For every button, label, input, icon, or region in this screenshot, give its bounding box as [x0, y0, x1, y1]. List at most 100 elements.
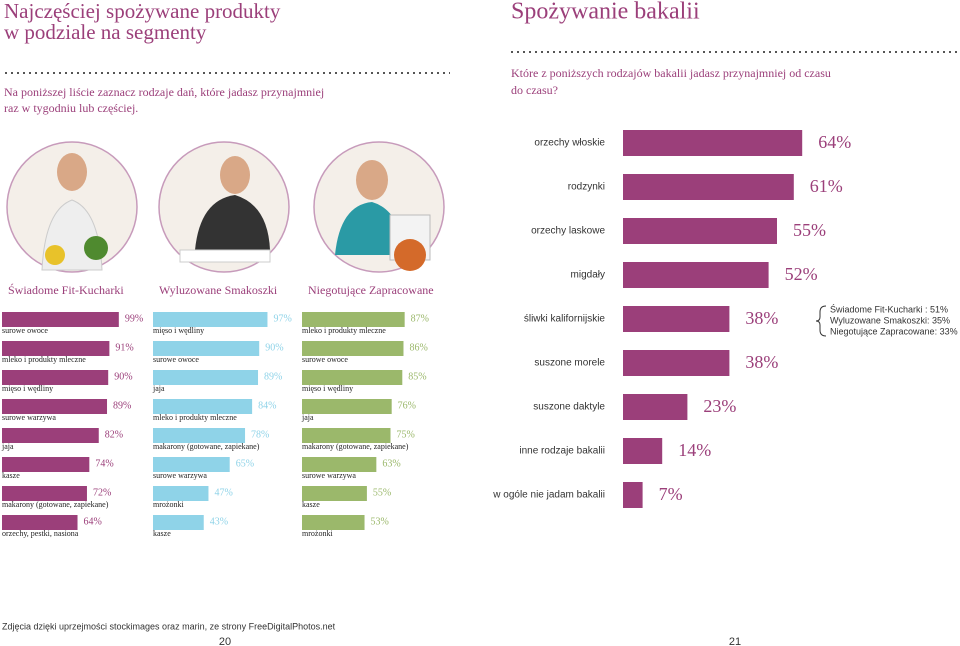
value-label: 47% — [214, 487, 232, 498]
value-label: 90% — [265, 342, 283, 353]
page-subtitle: raz w tygodniu lub częściej. — [4, 101, 138, 115]
page-title: Najczęściej spożywane produkty — [4, 0, 281, 23]
value-label: 89% — [113, 400, 131, 411]
annotation-brace — [815, 305, 827, 337]
value-label: 75% — [397, 429, 415, 440]
bar — [153, 486, 209, 501]
bar — [302, 370, 403, 385]
annotation: Wyluzowane Smakoszki: 35% — [830, 315, 950, 325]
bar — [623, 394, 688, 420]
value-label: 76% — [398, 400, 416, 411]
bar — [302, 399, 392, 414]
category-label: w ogóle nie jadam bakalii — [492, 490, 605, 501]
photo-table — [179, 249, 271, 263]
value-label: 74% — [95, 458, 113, 469]
value-label: 53% — [371, 516, 389, 527]
category-label: orzechy laskowe — [531, 226, 605, 237]
page-subtitle: do czasu? — [511, 83, 558, 97]
category-label: mleko i produkty mleczne — [302, 326, 386, 335]
value-label: 87% — [411, 313, 429, 324]
category-label: mrożonki — [153, 500, 184, 509]
value-label: 86% — [409, 342, 427, 353]
photo-face — [356, 160, 388, 200]
bar — [623, 130, 803, 156]
category-label: kasze — [302, 500, 320, 509]
bar — [153, 428, 246, 443]
value-label: 89% — [264, 371, 282, 382]
bar — [2, 457, 90, 472]
bar — [302, 312, 405, 327]
value-label: 91% — [115, 342, 133, 353]
bar — [302, 428, 391, 443]
photo-body — [335, 202, 405, 255]
value-label: 14% — [678, 440, 711, 460]
bar — [2, 486, 87, 501]
page-title: Spożywanie bakalii — [511, 0, 700, 25]
photo-veg — [45, 245, 65, 265]
bar — [153, 312, 268, 327]
bar — [2, 341, 110, 356]
bar — [623, 350, 730, 376]
category-label: jaja — [1, 442, 14, 451]
value-label: 63% — [382, 458, 400, 469]
bar — [623, 306, 730, 332]
category-label: mleko i produkty mleczne — [153, 413, 237, 422]
value-label: 65% — [236, 458, 254, 469]
value-label: 61% — [810, 176, 843, 196]
footer-credit: Zdjęcia dzięki uprzejmości stockimages o… — [2, 621, 336, 631]
category-label: mrożonki — [302, 529, 333, 538]
bar — [623, 218, 777, 244]
bar — [153, 515, 204, 530]
bar — [2, 312, 119, 327]
value-label: 90% — [114, 371, 132, 382]
category-label: surowe warzywa — [302, 471, 356, 480]
category-label: mięso i wędliny — [153, 326, 204, 335]
photo-veg — [84, 236, 108, 260]
category-label: surowe owoce — [153, 355, 199, 364]
category-label: surowe owoce — [302, 355, 348, 364]
category-label: surowe owoce — [2, 326, 48, 335]
category-label: rodzynki — [568, 182, 605, 193]
photos — [6, 141, 445, 273]
bar — [153, 370, 259, 385]
category-label: migdały — [571, 270, 605, 281]
photo-body — [195, 195, 270, 250]
category-label: suszone daktyle — [533, 402, 605, 413]
category-label: orzechy, pestki, nasiona — [2, 529, 79, 538]
bar — [302, 486, 367, 501]
category-label: kasze — [153, 529, 171, 538]
bar — [302, 457, 377, 472]
category-label: kasze — [2, 471, 20, 480]
value-label: 97% — [273, 313, 291, 324]
annotation: Świadome Fit-Kucharki : 51% — [830, 303, 948, 314]
category-label: surowe warzywa — [153, 471, 207, 480]
value-label: 84% — [258, 400, 276, 411]
bar — [2, 370, 109, 385]
photo-face — [57, 153, 87, 191]
value-label: 64% — [84, 516, 102, 527]
annotation: Niegotujące Zapracowane: 33% — [830, 326, 958, 336]
segment-title: Niegotujące Zapracowane — [308, 283, 434, 297]
bar — [623, 174, 794, 200]
category-label: makarony (gotowane, zapiekane) — [153, 442, 260, 451]
value-label: 23% — [703, 396, 736, 416]
segment-title: Wyluzowane Smakoszki — [159, 283, 278, 297]
value-label: 64% — [818, 132, 851, 152]
value-label: 38% — [745, 308, 778, 328]
bar — [302, 515, 365, 530]
value-label: 55% — [793, 220, 826, 240]
value-label: 7% — [659, 484, 683, 504]
page-number: 21 — [729, 636, 741, 646]
value-label: 78% — [251, 429, 269, 440]
bar — [153, 341, 260, 356]
category-label: mięso i wędliny — [302, 384, 353, 393]
bar — [2, 515, 78, 530]
value-label: 99% — [125, 313, 143, 324]
photo-pizza — [394, 239, 426, 271]
bar — [153, 399, 253, 414]
category-label: mięso i wędliny — [2, 384, 53, 393]
page-subtitle: Które z poniższych rodzajów bakalii jada… — [511, 66, 831, 80]
value-label: 82% — [105, 429, 123, 440]
category-label: makarony (gotowane, zapiekane) — [2, 500, 109, 509]
